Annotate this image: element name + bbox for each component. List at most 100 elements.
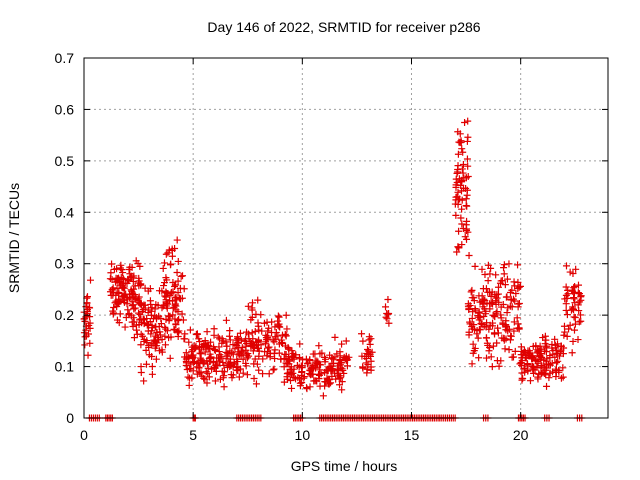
data-point: [115, 289, 123, 297]
data-point: [137, 330, 145, 338]
data-point: [109, 291, 117, 299]
data-point: [465, 328, 473, 336]
data-point: [262, 334, 270, 342]
data-point: [206, 350, 214, 358]
data-point: [299, 356, 307, 364]
data-point: [160, 301, 168, 309]
data-point: [458, 196, 466, 204]
data-point: [309, 350, 317, 358]
data-point: [326, 351, 334, 359]
data-point: [517, 343, 525, 351]
data-point: [233, 366, 241, 374]
data-point: [463, 202, 471, 210]
data-point: [566, 321, 574, 329]
data-point: [280, 363, 288, 371]
data-point: [148, 304, 156, 312]
data-point: [153, 328, 161, 336]
data-point: [181, 335, 189, 343]
data-point: [239, 369, 247, 377]
data-point: [552, 367, 560, 375]
data-point: [496, 279, 504, 287]
data-point: [325, 376, 333, 384]
data-point: [126, 263, 134, 271]
data-point: [505, 260, 513, 268]
data-point: [457, 214, 465, 222]
data-point: [160, 282, 168, 290]
y-tick-label: 0.3: [55, 256, 75, 272]
data-point: [493, 339, 501, 347]
data-point: [543, 382, 551, 390]
data-point: [455, 227, 463, 235]
data-point: [180, 285, 188, 293]
data-point: [503, 275, 511, 283]
data-point: [186, 326, 194, 334]
data-point: [331, 369, 339, 377]
data-point: [484, 277, 492, 285]
data-point: [499, 320, 507, 328]
data-point: [227, 371, 235, 379]
data-point: [258, 327, 266, 335]
data-point: [194, 359, 202, 367]
data-point: [296, 379, 304, 387]
data-point: [121, 323, 129, 331]
data-points: [80, 117, 586, 422]
data-point: [195, 335, 203, 343]
data-point: [162, 250, 170, 258]
data-point: [144, 287, 152, 295]
data-point: [244, 302, 252, 310]
data-point: [492, 271, 500, 279]
data-point: [116, 264, 124, 272]
data-point: [228, 349, 236, 357]
data-point: [574, 289, 582, 297]
data-point: [559, 364, 567, 372]
data-point: [282, 311, 290, 319]
data-point: [159, 264, 167, 272]
data-point: [565, 325, 573, 333]
data-point: [248, 313, 256, 321]
data-point: [577, 317, 585, 325]
data-point: [480, 295, 488, 303]
data-point: [171, 283, 179, 291]
data-point: [342, 337, 350, 345]
data-point: [219, 374, 227, 382]
data-point: [366, 340, 374, 348]
data-point: [209, 359, 217, 367]
data-point: [571, 282, 579, 290]
data-point: [185, 338, 193, 346]
data-point: [321, 355, 329, 363]
data-point: [452, 193, 460, 201]
data-point: [495, 362, 503, 370]
data-point: [288, 384, 296, 392]
data-point: [561, 295, 569, 303]
data-point: [493, 294, 501, 302]
data-point: [494, 283, 502, 291]
data-point: [266, 353, 274, 361]
data-point: [514, 320, 522, 328]
data-point: [219, 337, 227, 345]
data-point: [109, 307, 117, 315]
data-point: [281, 350, 289, 358]
data-point: [202, 342, 210, 350]
data-point: [83, 310, 91, 318]
data-point: [162, 315, 170, 323]
data-point: [115, 319, 123, 327]
data-point: [569, 337, 577, 345]
data-point: [235, 373, 243, 381]
data-point: [574, 336, 582, 344]
data-point: [251, 355, 259, 363]
data-point: [168, 288, 176, 296]
data-point: [509, 295, 517, 303]
data-point: [482, 354, 490, 362]
data-point: [171, 326, 179, 334]
data-point: [190, 342, 198, 350]
data-point: [491, 313, 499, 321]
data-point: [331, 333, 339, 341]
data-point: [135, 309, 143, 317]
data-point: [205, 373, 213, 381]
data-point: [293, 361, 301, 369]
grid-lines: [84, 58, 608, 418]
data-point: [462, 174, 470, 182]
data-point: [234, 348, 242, 356]
data-point: [271, 346, 279, 354]
